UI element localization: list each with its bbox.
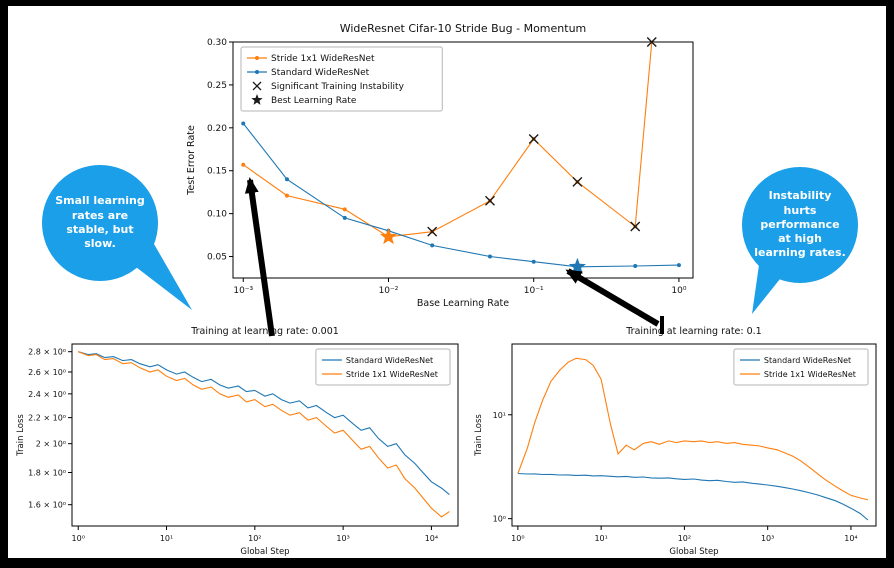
- svg-text:Best Learning Rate: Best Learning Rate: [271, 96, 357, 106]
- svg-text:1.8 × 10⁰: 1.8 × 10⁰: [28, 468, 66, 477]
- svg-text:10⁰: 10⁰: [72, 534, 85, 543]
- svg-text:10⁴: 10⁴: [844, 534, 857, 543]
- svg-text:2.8 × 10⁰: 2.8 × 10⁰: [28, 348, 66, 357]
- svg-text:10⁰: 10⁰: [511, 534, 524, 543]
- svg-text:Stride 1x1 WideResNet: Stride 1x1 WideResNet: [271, 54, 375, 64]
- figure-canvas: 10⁻³ 10⁻² 10⁻¹ 10⁰ 0.05 0.10 0.15 0.20 0.25 0.30 W…: [8, 6, 886, 558]
- svg-text:10⁻³: 10⁻³: [233, 286, 253, 296]
- svg-text:Standard WideResNet: Standard WideResNet: [271, 68, 370, 78]
- svg-text:Train Loss: Train Loss: [16, 414, 26, 457]
- svg-text:Global Step: Global Step: [669, 547, 718, 557]
- svg-text:10¹: 10¹: [160, 534, 173, 543]
- svg-text:10⁻²: 10⁻²: [379, 286, 399, 296]
- svg-text:10²: 10²: [248, 534, 261, 543]
- svg-text:Training at learning rate: 0.0: Training at learning rate: 0.001: [190, 326, 339, 337]
- svg-text:0.05: 0.05: [207, 253, 227, 263]
- svg-text:0.10: 0.10: [207, 210, 227, 220]
- svg-text:0.25: 0.25: [207, 81, 227, 91]
- svg-text:10¹: 10¹: [493, 411, 506, 420]
- svg-text:Standard WideResNet: Standard WideResNet: [764, 356, 851, 365]
- svg-text:Base Learning Rate: Base Learning Rate: [417, 298, 509, 309]
- svg-text:0.20: 0.20: [207, 124, 227, 134]
- train-loss-chart-lr-01: 10⁰ 10¹ 10² 10³ 10⁴ 10⁰ 10¹ Training at learnin…: [474, 326, 877, 557]
- lr-sweep-chart: 10⁻³ 10⁻² 10⁻¹ 10⁰ 0.05 0.10 0.15 0.20 0.25 0.30 W…: [186, 22, 694, 309]
- callout-instability: Instability hurts performance at high le…: [742, 167, 858, 283]
- svg-text:Stride 1x1 WideResNet: Stride 1x1 WideResNet: [764, 370, 856, 379]
- svg-text:2.2 × 10⁰: 2.2 × 10⁰: [28, 414, 66, 423]
- svg-text:10⁴: 10⁴: [425, 534, 438, 543]
- svg-text:10³: 10³: [336, 534, 349, 543]
- svg-text:10⁻¹: 10⁻¹: [524, 286, 544, 296]
- svg-text:1.6 × 10⁰: 1.6 × 10⁰: [28, 501, 66, 510]
- svg-text:10⁰: 10⁰: [671, 286, 686, 296]
- svg-text:Standard WideResNet: Standard WideResNet: [346, 356, 433, 365]
- callout-left-text: Small learning rates are stable, but slo…: [55, 194, 145, 251]
- train-loss-chart-lr-0001: 10⁰ 10¹ 10² 10³ 10⁴ 1.6 × 10⁰ 1.8 × 10⁰ 2 × 10⁰…: [16, 326, 459, 557]
- svg-text:Significant Training Instabili: Significant Training Instability: [271, 82, 405, 92]
- svg-text:Test Error Rate: Test Error Rate: [186, 125, 197, 196]
- svg-text:2.6 × 10⁰: 2.6 × 10⁰: [28, 368, 66, 377]
- svg-text:10³: 10³: [761, 534, 774, 543]
- svg-text:0.30: 0.30: [207, 38, 227, 48]
- svg-text:0.15: 0.15: [207, 167, 227, 177]
- svg-text:10⁰: 10⁰: [493, 515, 506, 524]
- svg-text:WideResnet Cifar-10 Stride Bug: WideResnet Cifar-10 Stride Bug - Momentu…: [340, 22, 587, 35]
- svg-text:Training at learning rate: 0.1: Training at learning rate: 0.1: [625, 326, 761, 337]
- svg-text:Stride 1x1 WideResNet: Stride 1x1 WideResNet: [346, 370, 438, 379]
- callout-right-text: Instability hurts performance at high le…: [754, 189, 846, 260]
- svg-text:10¹: 10¹: [594, 534, 607, 543]
- callout-small-learning-rates: Small learning rates are stable, but slo…: [42, 165, 158, 281]
- svg-text:2.4 × 10⁰: 2.4 × 10⁰: [28, 390, 66, 399]
- svg-text:2 × 10⁰: 2 × 10⁰: [36, 440, 66, 449]
- svg-text:10²: 10²: [678, 534, 691, 543]
- svg-text:Global Step: Global Step: [240, 547, 289, 557]
- svg-text:Train Loss: Train Loss: [474, 414, 484, 457]
